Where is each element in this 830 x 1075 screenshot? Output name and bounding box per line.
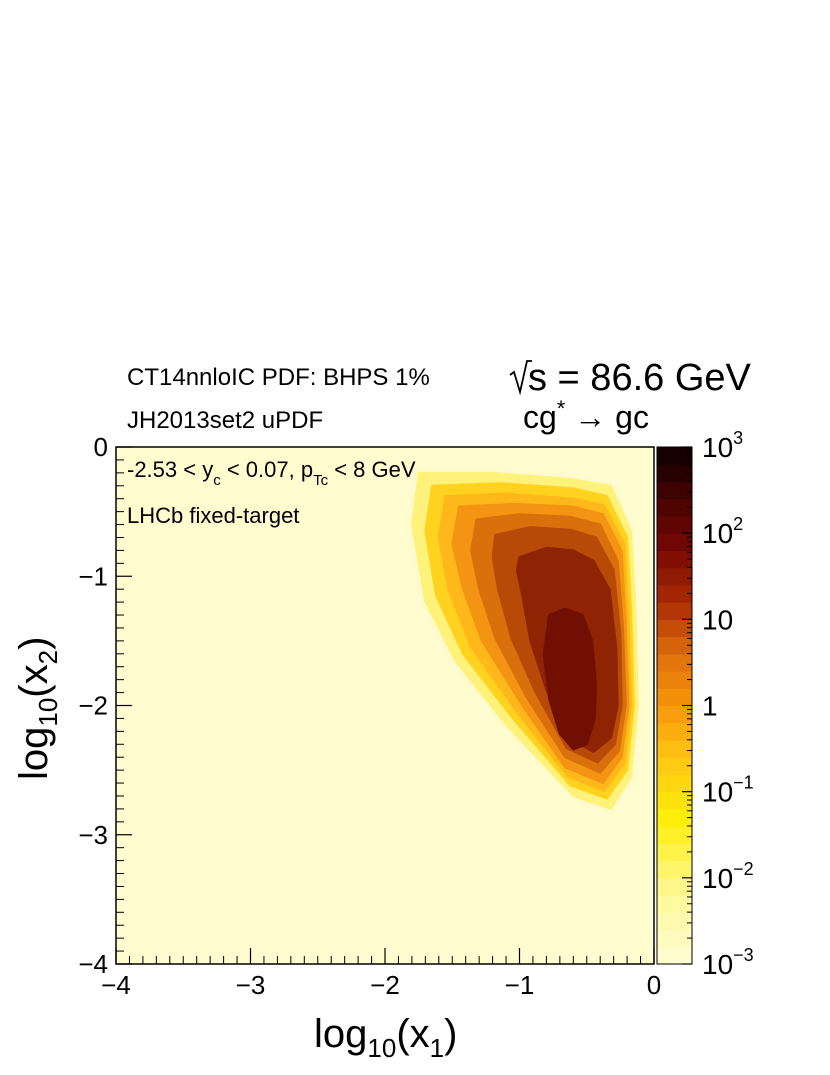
y-axis-title-var: (x (12, 664, 56, 697)
sqrt-symbol (509, 360, 532, 396)
y-tick-label: 0 (94, 432, 108, 462)
energy-label: s = 86.6 GeV (509, 357, 752, 399)
cuts-annotation: -2.53 < yc < 0.07, pTc < 8 GeV (127, 457, 416, 489)
svg-text:s = 86.6 GeV: s = 86.6 GeV (528, 357, 752, 399)
y-axis: −4 −3 −2 −1 0 (78, 432, 132, 979)
experiment-label: LHCb fixed-target (127, 503, 299, 528)
color-bar-band (657, 722, 692, 741)
cuts-sub-c: c (213, 472, 221, 489)
cuts-suffix: < 8 GeV (328, 457, 416, 482)
color-bar-band (657, 688, 692, 707)
color-bar-band (657, 447, 692, 465)
contour-layers (404, 465, 642, 817)
color-bar-band (657, 515, 692, 534)
color-bar-band (657, 774, 692, 793)
y-tick-label: −1 (78, 561, 108, 591)
color-bar-band (657, 912, 692, 931)
color-bar-band (657, 533, 692, 551)
color-bar-tick-label: 10−1 (702, 773, 754, 808)
process-arrow: → (565, 399, 615, 435)
pdf-label: CT14nnloIC PDF: BHPS 1% (127, 364, 430, 391)
x-tick-label: −3 (236, 970, 266, 1000)
y-axis-title: log10(x2) (12, 637, 63, 780)
color-bar-band (657, 946, 692, 965)
process-label: cg* → gc (523, 396, 649, 435)
energy-sqrt-arg: s (528, 357, 547, 399)
color-bar-band (657, 929, 692, 948)
y-axis-title-close: ) (12, 637, 56, 650)
color-bar-band (657, 602, 692, 620)
y-tick-label: −2 (78, 691, 108, 721)
y-axis-title-var-sub: 2 (33, 650, 63, 664)
process-base: cg (523, 399, 557, 435)
cuts-prefix: -2.53 < y (127, 457, 213, 482)
x-axis-title-sub: 10 (367, 1033, 396, 1063)
color-bar-band (657, 705, 692, 724)
color-bar-tick-label: 10−2 (702, 859, 754, 894)
y-tick-label: −4 (78, 949, 108, 979)
x-axis-title-var: (x (396, 1012, 429, 1056)
color-bar-band (657, 464, 692, 483)
x-tick-label: 0 (647, 970, 661, 1000)
color-bar-band (657, 877, 692, 896)
color-bar-band (657, 671, 692, 689)
color-bar-band (657, 826, 692, 844)
color-bar-band (657, 636, 692, 655)
x-axis-title-var-sub: 1 (430, 1033, 444, 1063)
color-bar-band (657, 843, 692, 862)
color-bar-band (657, 739, 692, 758)
contour-level-8 (542, 607, 598, 751)
color-bar-band (657, 550, 692, 569)
process-star: * (557, 396, 566, 421)
color-bar-tick-label: 1 (702, 691, 718, 722)
x-axis-title: log10(x1) (314, 1012, 457, 1063)
x-tick-label: −1 (505, 970, 535, 1000)
cuts-middle: < 0.07, p (221, 457, 313, 482)
color-bar-tick-label: 10−3 (702, 945, 754, 980)
y-axis-title-base: log (12, 727, 56, 780)
cuts-sub-tc: Tc (313, 472, 329, 489)
y-axis-title-sub: 10 (33, 698, 63, 727)
color-bar-band (657, 498, 692, 517)
color-bar-band (657, 791, 692, 810)
color-bar-band (657, 584, 692, 603)
color-bar-band (657, 757, 692, 776)
color-bar-tick-label: 102 (702, 514, 743, 549)
color-bar-band (657, 653, 692, 672)
updf-label: JH2013set2 uPDF (127, 407, 323, 434)
color-bar-band (657, 895, 692, 913)
color-bar-band (657, 567, 692, 586)
x-tick-label: −2 (370, 970, 400, 1000)
energy-value: = 86.6 GeV (547, 357, 752, 399)
color-bar-band (657, 481, 692, 500)
color-bar (656, 446, 693, 965)
color-bar-tick-label: 103 (702, 428, 743, 463)
x-axis-title-close: ) (444, 1012, 457, 1056)
x-tick-label: −4 (101, 970, 131, 1000)
color-bar-tick-label: 10 (702, 604, 733, 635)
y-tick-label: −3 (78, 820, 108, 850)
color-bar-band (657, 808, 692, 827)
x-axis-title-base: log (314, 1012, 367, 1056)
color-bar-band (657, 619, 692, 638)
process-final: gc (615, 399, 649, 435)
x-axis: −4 −3 −2 −1 0 (101, 948, 661, 1000)
color-bar-band (657, 860, 692, 879)
